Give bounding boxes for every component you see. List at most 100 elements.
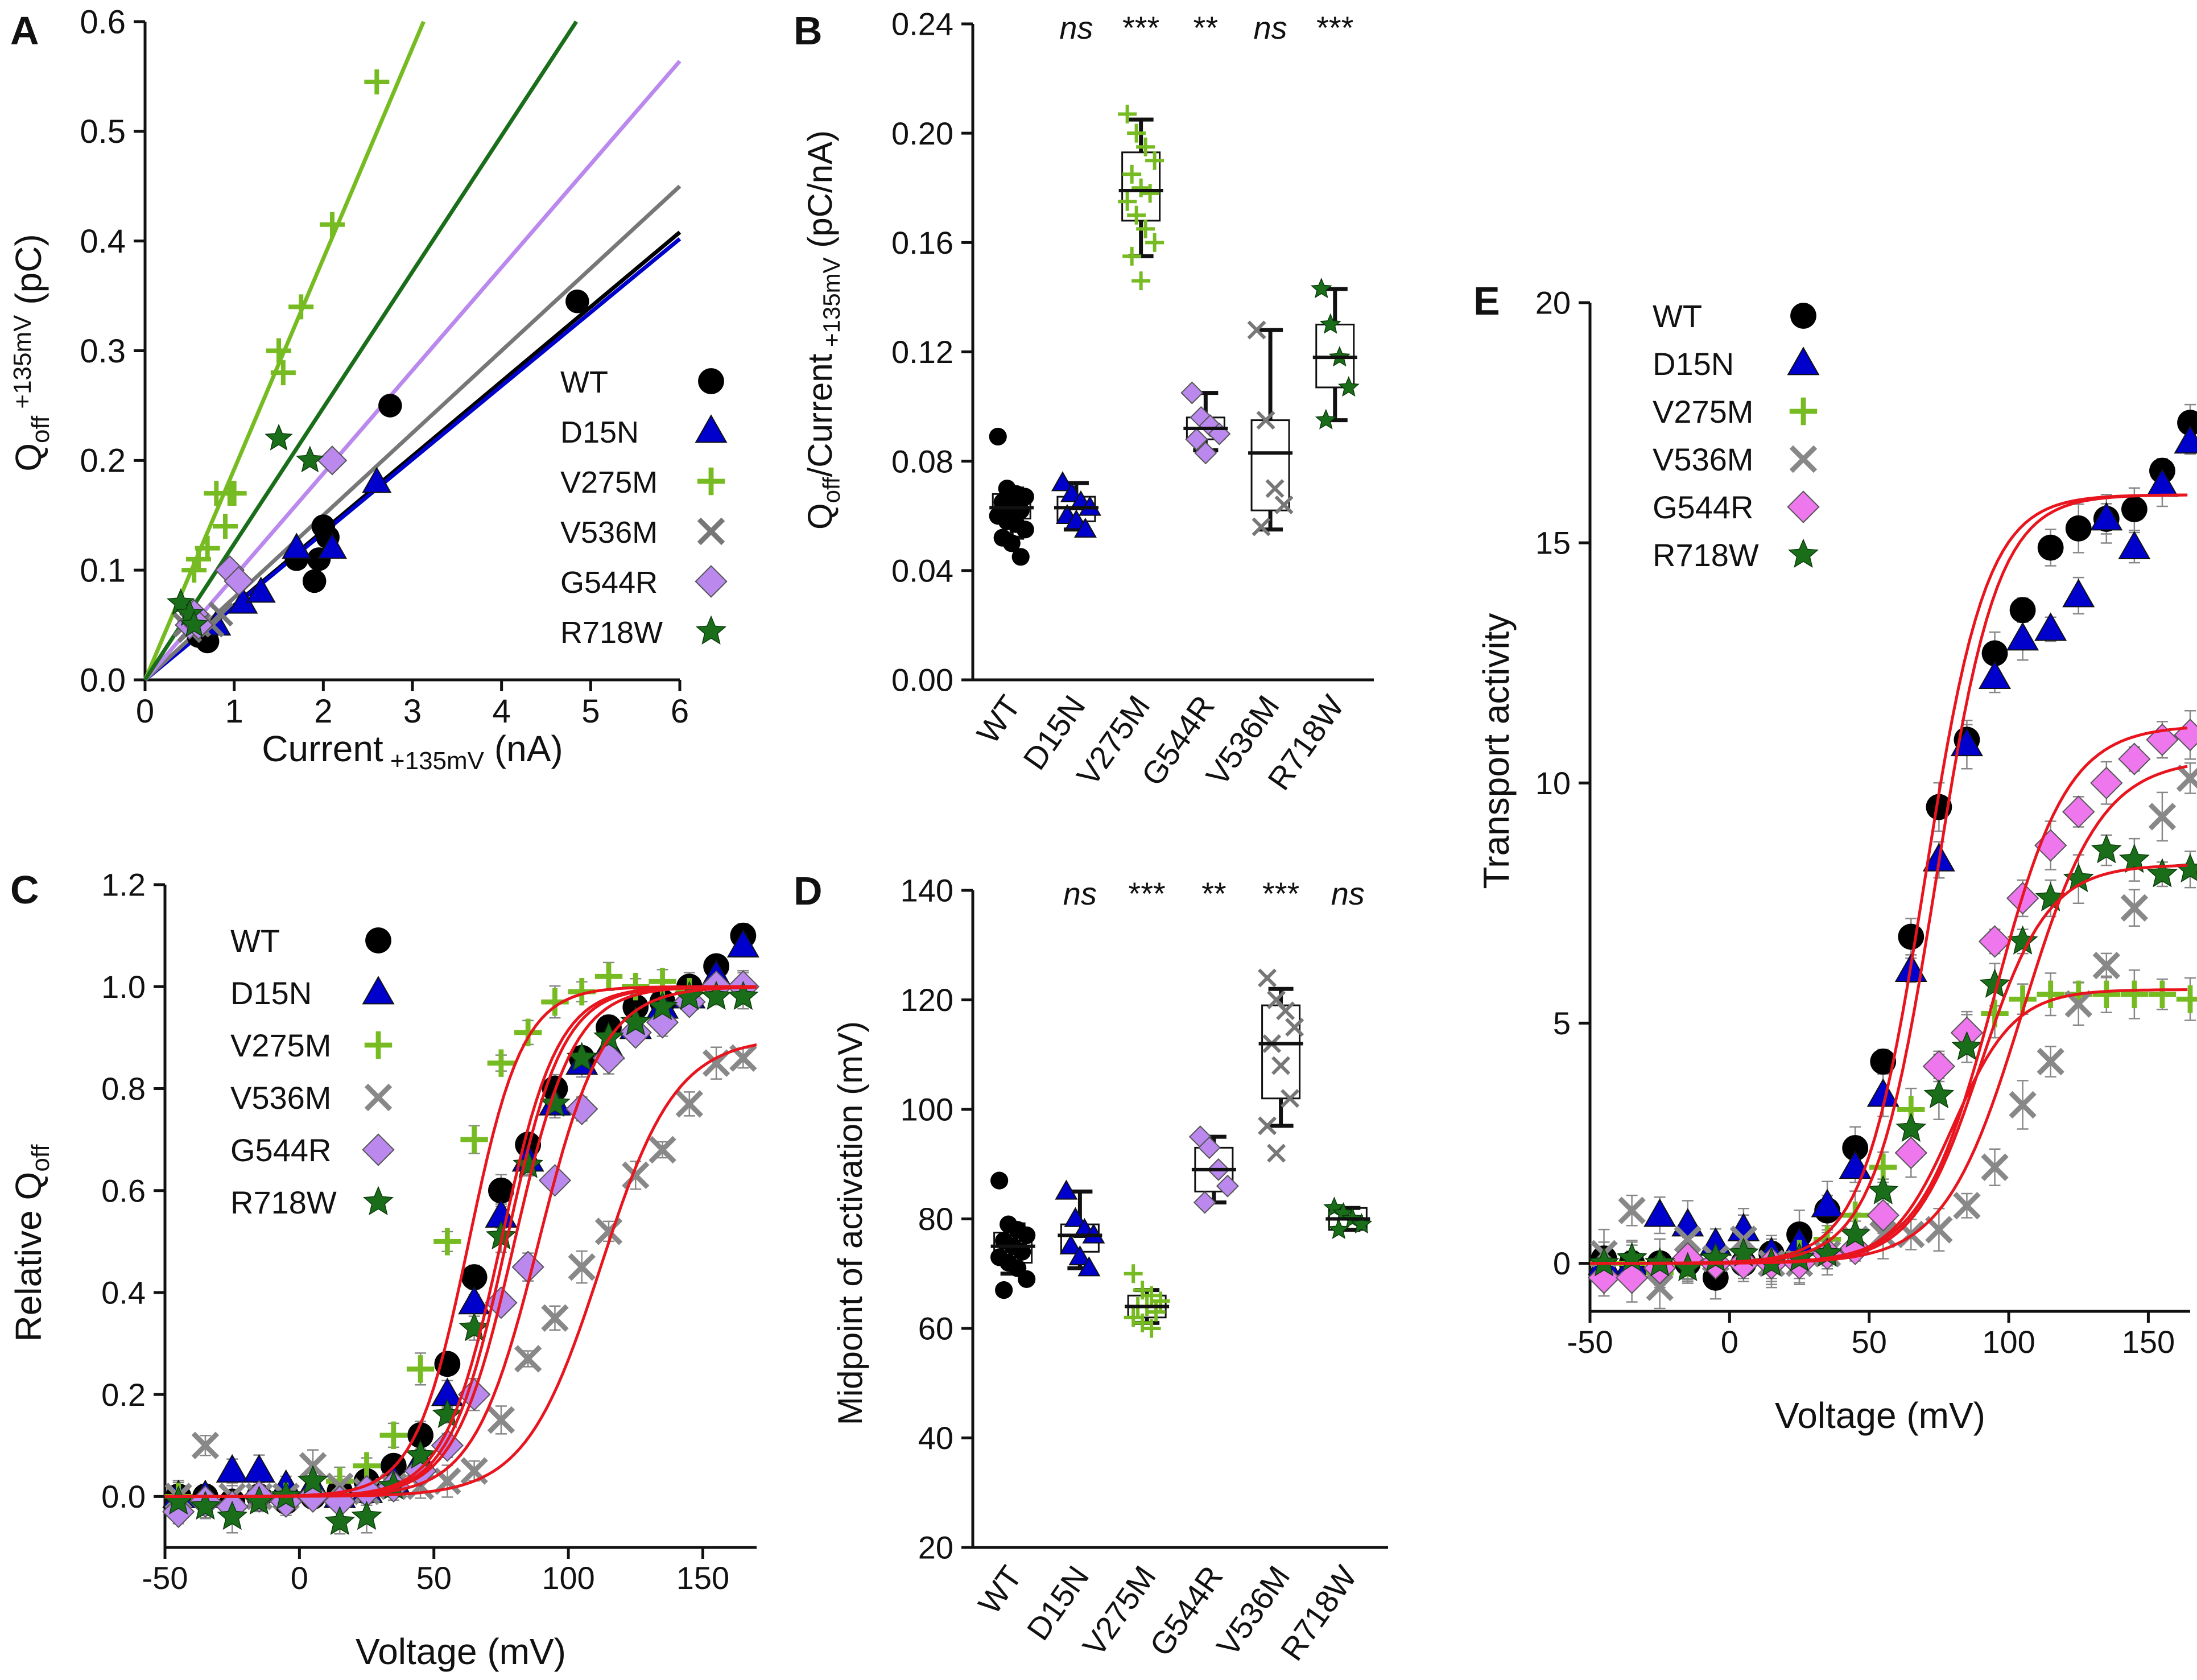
data-point-V275M bbox=[320, 212, 345, 237]
significance-D15N: ns bbox=[1059, 10, 1093, 46]
data-point-D15N bbox=[1811, 1188, 1844, 1217]
y-tick-label: 0.6 bbox=[80, 3, 126, 40]
y-tick-label: 0.24 bbox=[891, 6, 953, 42]
x-tick-label: 50 bbox=[416, 1560, 452, 1596]
data-point-V275M bbox=[1145, 151, 1164, 170]
legend-marker-V275M bbox=[697, 467, 725, 496]
data-point-R718W bbox=[728, 980, 759, 1010]
legend-label-V536M: V536M bbox=[560, 515, 658, 550]
data-point-D15N bbox=[2062, 579, 2095, 608]
data-point-D15N bbox=[1978, 660, 2012, 689]
legend-label-WT: WT bbox=[230, 923, 280, 959]
data-point-V536M bbox=[208, 601, 234, 627]
fit-curve-R718W bbox=[165, 985, 757, 1498]
data-point-V536M bbox=[1953, 1192, 1981, 1220]
x-tick-label: 4 bbox=[493, 693, 511, 730]
data-point-V536M bbox=[541, 1304, 569, 1332]
legend-marker-D15N bbox=[695, 414, 728, 443]
data-point-R718W bbox=[1351, 1213, 1373, 1234]
data-point-G544R bbox=[2118, 742, 2151, 775]
x-tick-label: 1 bbox=[225, 693, 243, 730]
data-point-V536M bbox=[1267, 1144, 1286, 1163]
data-point-V536M bbox=[1265, 479, 1285, 498]
fit-curve-R718W bbox=[1590, 864, 2188, 1265]
data-point-WT bbox=[434, 1351, 461, 1377]
data-point-D15N bbox=[362, 467, 392, 493]
y-axis-title: Qoff +135mV (pC) bbox=[8, 234, 55, 471]
data-point-V275M bbox=[2092, 980, 2120, 1008]
data-point-WT bbox=[989, 427, 1007, 446]
data-point-V275M bbox=[1131, 271, 1151, 291]
data-point-V275M bbox=[1124, 1264, 1143, 1283]
data-point-D15N bbox=[242, 1454, 275, 1483]
y-tick-label: 0.20 bbox=[891, 115, 953, 151]
data-point-R718W bbox=[2146, 858, 2178, 888]
data-point-R718W bbox=[620, 1006, 651, 1035]
significance-R718W: ns bbox=[1331, 876, 1365, 911]
data-point-V275M bbox=[1122, 164, 1142, 184]
data-point-R718W bbox=[296, 445, 324, 473]
data-point-G544R bbox=[1197, 1136, 1221, 1159]
data-point-V275M bbox=[270, 360, 296, 386]
data-point-V536M bbox=[2120, 894, 2149, 922]
data-point-WT bbox=[1011, 548, 1030, 566]
data-point-V275M bbox=[1127, 123, 1146, 143]
y-tick-label: 0.2 bbox=[80, 443, 126, 480]
legend-marker-V536M bbox=[364, 1083, 393, 1112]
data-point-V536M bbox=[2092, 951, 2121, 980]
legend-label-V275M: V275M bbox=[1653, 394, 1753, 430]
data-point-D15N bbox=[317, 533, 348, 559]
category-label-WT: WT bbox=[970, 689, 1028, 750]
legend-marker-R718W bbox=[1788, 538, 1819, 568]
data-point-V275M bbox=[2120, 980, 2149, 1008]
data-point-V536M bbox=[1281, 1089, 1300, 1108]
y-tick-label: 40 bbox=[918, 1420, 953, 1456]
data-point-V536M bbox=[2148, 803, 2177, 831]
y-tick-label: 1.0 bbox=[101, 969, 146, 1005]
data-point-D15N bbox=[2118, 530, 2151, 559]
data-point-WT bbox=[2065, 515, 2092, 542]
data-point-R718W bbox=[432, 1398, 463, 1428]
y-tick-label: 100 bbox=[901, 1092, 953, 1128]
data-point-WT bbox=[488, 1177, 514, 1204]
data-point-V536M bbox=[675, 1090, 704, 1118]
x-tick-label: 150 bbox=[2122, 1324, 2175, 1360]
significance-D15N: ns bbox=[1063, 876, 1097, 911]
data-point-V275M bbox=[1136, 137, 1155, 156]
data-point-D15N bbox=[246, 576, 276, 603]
y-title-unit: (pC/nA) bbox=[801, 130, 839, 257]
x-tick-label: 0 bbox=[291, 1560, 308, 1596]
data-point-R718W bbox=[2118, 844, 2150, 873]
data-point-V275M bbox=[181, 558, 207, 583]
panel-b: 0.000.040.080.120.160.200.24WTD15NnsV275… bbox=[801, 6, 1374, 796]
significance-V536M: *** bbox=[1262, 876, 1299, 911]
data-point-V275M bbox=[2037, 980, 2064, 1008]
y-title-sub: off bbox=[27, 1144, 55, 1172]
data-point-D15N bbox=[1051, 471, 1074, 492]
data-point-V275M bbox=[1136, 219, 1155, 238]
legend-label-G544R: G544R bbox=[230, 1132, 331, 1168]
x-axis-title: Voltage (mV) bbox=[356, 1631, 566, 1672]
data-point-R718W bbox=[1895, 1112, 1927, 1142]
data-point-D15N bbox=[2006, 622, 2039, 651]
data-point-V275M bbox=[1118, 192, 1137, 211]
data-point-WT bbox=[1016, 488, 1034, 506]
x-tick-label: 0 bbox=[136, 693, 154, 730]
data-point-WT bbox=[2037, 534, 2064, 561]
y-title-sub2: +135mV bbox=[818, 257, 845, 353]
data-point-G544R bbox=[2090, 766, 2123, 799]
y-tick-label: 20 bbox=[1535, 285, 1571, 321]
legend-label-R718W: R718W bbox=[1653, 537, 1759, 573]
data-point-V275M bbox=[266, 338, 291, 364]
legend-label-V275M: V275M bbox=[230, 1027, 331, 1063]
data-point-R718W bbox=[180, 610, 208, 637]
y-title-sub: off bbox=[27, 415, 55, 443]
data-point-V536M bbox=[1925, 1216, 1953, 1244]
significance-G544R: ** bbox=[1201, 876, 1226, 911]
y-tick-label: 0.8 bbox=[101, 1071, 146, 1107]
data-point-V536M bbox=[1981, 1153, 2009, 1181]
data-point-WT bbox=[1002, 534, 1021, 552]
data-point-V536M bbox=[2176, 764, 2197, 792]
legend-marker-D15N bbox=[1787, 346, 1820, 375]
legend-marker-G544R bbox=[362, 1133, 395, 1166]
